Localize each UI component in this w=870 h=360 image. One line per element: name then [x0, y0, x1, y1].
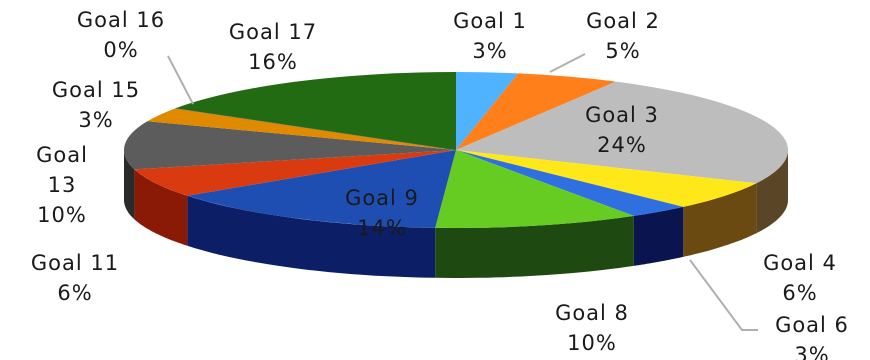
slice-name-goal-11: Goal 11 [31, 251, 119, 275]
slice-side-goal-11 [134, 169, 188, 246]
leader-line-goal-2 [549, 53, 586, 73]
slice-name-goal-3: Goal 3 [585, 103, 659, 127]
slice-name-goal-8: Goal 8 [555, 301, 629, 325]
slice-name-goal-13: 13 [48, 173, 77, 197]
slice-percent-goal-15: 3% [78, 108, 113, 132]
pie-slices [123, 72, 789, 228]
slice-label-goal-1: Goal 1 3% [453, 9, 527, 63]
slice-percent-goal-2: 5% [605, 39, 640, 63]
slice-goal-15 [147, 108, 457, 150]
slice-label-goal-11: Goal 11 6% [31, 251, 119, 305]
slice-name-goal-16: Goal 16 [77, 8, 165, 32]
slice-name-goal-15: Goal 15 [52, 78, 140, 102]
slice-label-goal-13: Goal 13 10% [36, 143, 88, 227]
slice-label-goal-15: Goal 15 3% [52, 78, 140, 132]
slice-label-goal-6: Goal 6 3% [775, 313, 849, 360]
slice-name-goal-13: Goal [36, 143, 88, 167]
slice-label-goal-4: Goal 4 6% [763, 251, 837, 305]
leader-line-goal-6 [689, 259, 758, 331]
slice-name-goal-4: Goal 4 [763, 251, 837, 275]
slice-side-goal-3 [756, 150, 788, 234]
slice-percent-goal-6: 3% [794, 343, 829, 360]
slice-percent-goal-11: 6% [57, 281, 92, 305]
slice-goal-1 [456, 72, 519, 150]
slice-goal-8 [435, 150, 634, 228]
slice-goal-9 [187, 150, 456, 228]
slice-percent-goal-1: 3% [472, 39, 507, 63]
slice-percent-goal-9: 14% [357, 216, 407, 240]
slice-label-goal-9: Goal 9 14% [345, 186, 419, 240]
slice-percent-goal-13: 10% [37, 203, 87, 227]
slice-side-goal-13 [124, 150, 135, 220]
slice-percent-goal-8: 10% [567, 331, 617, 355]
slice-goal-13 [123, 121, 456, 170]
slice-goal-11 [134, 150, 456, 196]
slice-name-goal-2: Goal 2 [586, 9, 660, 33]
slice-percent-goal-17: 16% [248, 50, 298, 74]
slice-label-goal-3: Goal 3 24% [585, 103, 659, 157]
slice-side-goal-8 [435, 215, 634, 278]
slice-label-goal-16: Goal 16 0% [77, 8, 165, 62]
slice-label-goal-17: Goal 17 16% [229, 20, 317, 74]
slice-name-goal-9: Goal 9 [345, 186, 419, 210]
slice-name-goal-17: Goal 17 [229, 20, 317, 44]
slice-name-goal-6: Goal 6 [775, 313, 849, 337]
slice-side-goal-6 [633, 206, 684, 266]
slice-goal-4 [456, 150, 757, 207]
slice-percent-goal-16: 0% [103, 38, 138, 62]
slice-labels: Goal 1 3% Goal 2 5% Goal 3 24% Goal 4 6% Goal 6 3… [31, 8, 849, 360]
slice-label-goal-2: Goal 2 5% [586, 9, 660, 63]
leader-line-goal-16 [167, 55, 194, 105]
slice-goal-16 [175, 107, 457, 151]
slice-side-goal-4 [683, 183, 757, 257]
slice-side-goal-9 [187, 195, 436, 278]
slice-goal-2 [456, 73, 616, 150]
slice-label-goal-8: Goal 8 10% [555, 301, 629, 355]
slice-percent-goal-4: 6% [782, 281, 817, 305]
slice-goal-6 [456, 150, 684, 216]
slice-goal-3 [456, 81, 789, 184]
slice-percent-goal-3: 24% [597, 133, 647, 157]
pie-sides [124, 150, 788, 278]
leader-lines [167, 53, 758, 331]
slice-goal-17 [175, 72, 456, 150]
slice-name-goal-1: Goal 1 [453, 9, 527, 33]
